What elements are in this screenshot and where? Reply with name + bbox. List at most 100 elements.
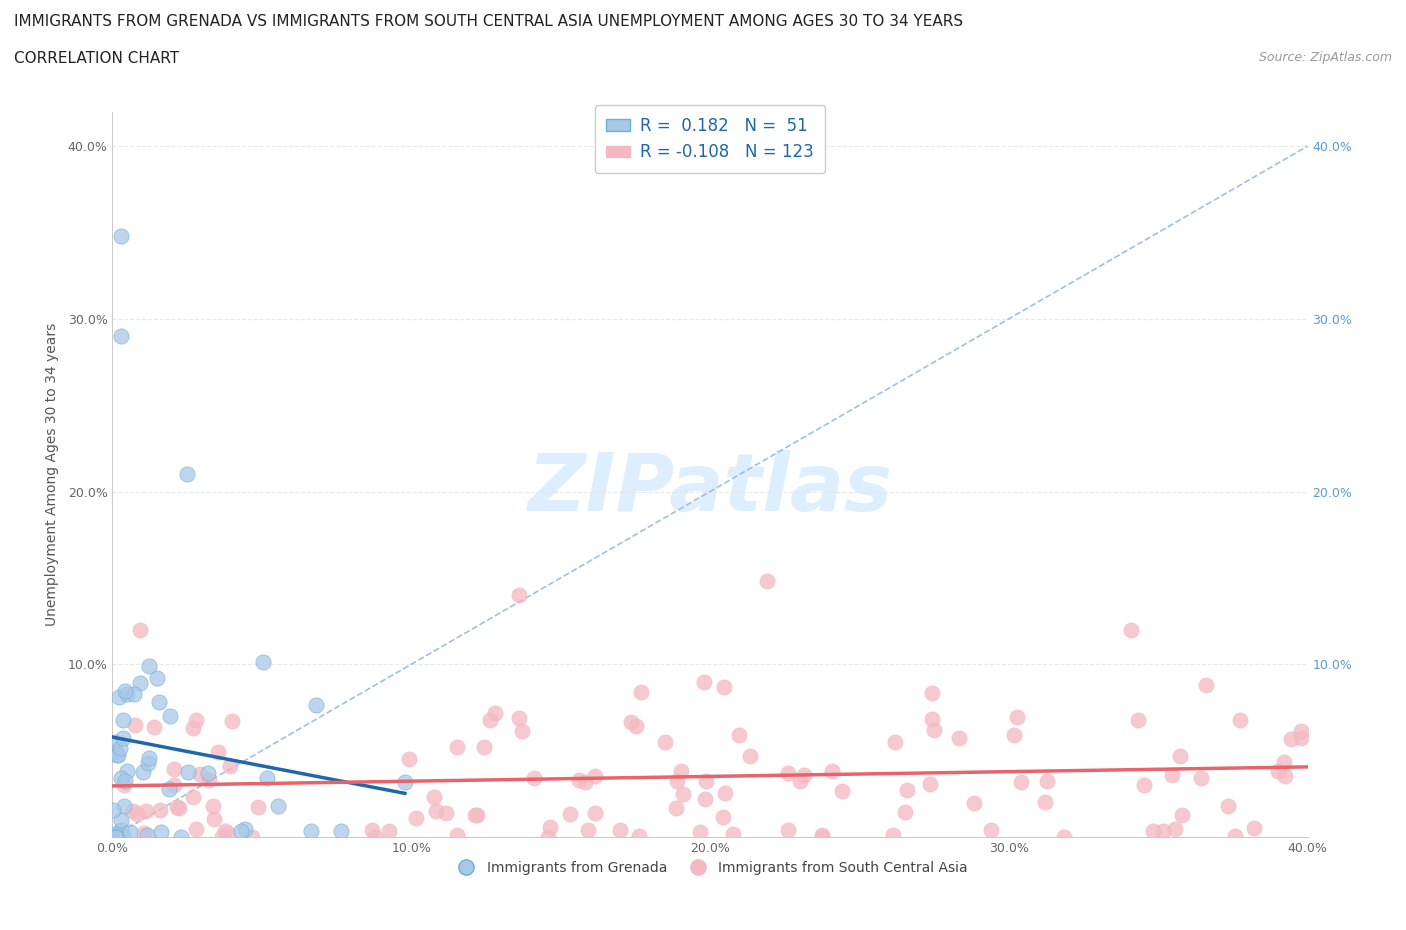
- Point: [1189, 770, 1212, 785]
- Point: [181, 790, 204, 804]
- Point: [184, 822, 207, 837]
- Point: [252, 654, 274, 669]
- Point: [398, 751, 420, 766]
- Point: [170, 830, 193, 844]
- Point: [893, 804, 915, 819]
- Point: [624, 718, 647, 733]
- Point: [1267, 764, 1289, 778]
- Point: [474, 739, 496, 754]
- Point: [361, 822, 384, 837]
- Point: [695, 774, 717, 789]
- Point: [217, 826, 239, 841]
- Point: [920, 777, 942, 791]
- Point: [810, 830, 832, 844]
- Point: [378, 824, 401, 839]
- Point: [122, 804, 145, 818]
- Point: [558, 807, 581, 822]
- Point: [1274, 768, 1296, 783]
- Point: [186, 712, 208, 727]
- Text: CORRELATION CHART: CORRELATION CHART: [14, 51, 179, 66]
- Point: [789, 774, 811, 789]
- Point: [484, 706, 506, 721]
- Point: [105, 744, 128, 759]
- Point: [422, 790, 444, 804]
- Point: [149, 825, 172, 840]
- Point: [267, 798, 290, 813]
- Point: [922, 723, 945, 737]
- Point: [364, 830, 387, 844]
- Point: [776, 765, 799, 780]
- Y-axis label: Unemployment Among Ages 30 to 34 years: Unemployment Among Ages 30 to 34 years: [45, 323, 59, 626]
- Point: [1128, 712, 1150, 727]
- Point: [425, 804, 447, 818]
- Point: [148, 695, 170, 710]
- Point: [108, 689, 131, 704]
- Point: [811, 827, 834, 842]
- Point: [104, 830, 127, 844]
- Point: [135, 804, 157, 818]
- Point: [896, 783, 918, 798]
- Point: [537, 830, 560, 844]
- Point: [508, 711, 530, 725]
- Point: [728, 727, 751, 742]
- Point: [181, 721, 204, 736]
- Point: [115, 686, 138, 701]
- Point: [654, 734, 676, 749]
- Point: [159, 709, 181, 724]
- Point: [665, 800, 688, 815]
- Point: [620, 714, 643, 729]
- Point: [831, 783, 853, 798]
- Point: [921, 685, 943, 700]
- Point: [963, 795, 986, 810]
- Point: [104, 735, 127, 750]
- Point: [576, 823, 599, 838]
- Point: [110, 771, 132, 786]
- Point: [446, 827, 468, 842]
- Point: [689, 824, 711, 839]
- Point: [1005, 710, 1028, 724]
- Point: [1142, 823, 1164, 838]
- Point: [1195, 677, 1218, 692]
- Point: [1002, 728, 1025, 743]
- Point: [1216, 799, 1239, 814]
- Point: [163, 777, 186, 792]
- Point: [132, 764, 155, 779]
- Point: [446, 739, 468, 754]
- Point: [464, 807, 486, 822]
- Point: [695, 791, 717, 806]
- Point: [738, 749, 761, 764]
- Point: [299, 823, 322, 838]
- Point: [197, 765, 219, 780]
- Point: [465, 808, 488, 823]
- Text: Source: ZipAtlas.com: Source: ZipAtlas.com: [1258, 51, 1392, 64]
- Point: [508, 588, 530, 603]
- Point: [110, 822, 132, 837]
- Point: [778, 823, 800, 838]
- Point: [583, 806, 606, 821]
- Point: [105, 747, 128, 762]
- Point: [112, 730, 135, 745]
- Point: [233, 821, 256, 836]
- Point: [882, 828, 904, 843]
- Point: [948, 731, 970, 746]
- Point: [136, 755, 159, 770]
- Point: [1010, 775, 1032, 790]
- Point: [214, 823, 236, 838]
- Point: [574, 775, 596, 790]
- Point: [1243, 821, 1265, 836]
- Point: [394, 775, 416, 790]
- Point: [583, 768, 606, 783]
- Point: [609, 822, 631, 837]
- Point: [198, 773, 221, 788]
- Point: [124, 686, 146, 701]
- Point: [111, 828, 134, 843]
- Point: [128, 676, 150, 691]
- Point: [793, 767, 815, 782]
- Point: [1168, 749, 1191, 764]
- Point: [510, 723, 533, 737]
- Point: [434, 805, 457, 820]
- Point: [714, 786, 737, 801]
- Point: [149, 803, 172, 817]
- Text: IMMIGRANTS FROM GRENADA VS IMMIGRANTS FROM SOUTH CENTRAL ASIA UNEMPLOYMENT AMONG: IMMIGRANTS FROM GRENADA VS IMMIGRANTS FR…: [14, 14, 963, 29]
- Point: [523, 770, 546, 785]
